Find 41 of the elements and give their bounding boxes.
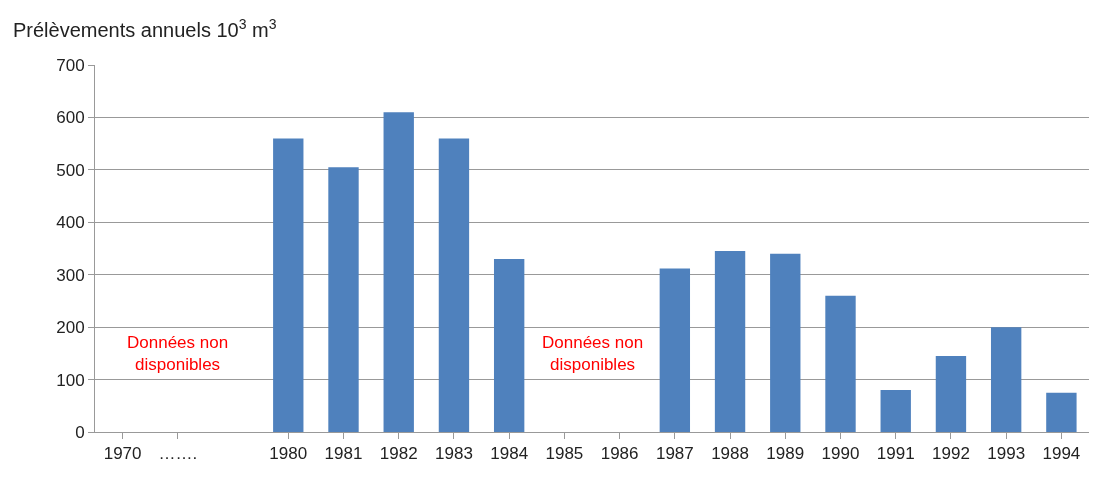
y-tick-label: 300: [56, 265, 85, 285]
x-tick-label: 1994: [1042, 444, 1081, 464]
x-tick-label: 1986: [600, 444, 639, 464]
bar: [273, 138, 304, 432]
y-tick-label: 500: [56, 160, 85, 180]
y-tick-label: 100: [56, 370, 85, 390]
y-tick-label: 700: [56, 55, 85, 75]
x-tick-label: 1981: [324, 444, 363, 464]
x-tick-label: …….: [158, 444, 198, 464]
y-tick-label: 200: [56, 318, 85, 338]
y-tick-label: 0: [75, 422, 85, 442]
x-tick-label: 1989: [766, 444, 805, 464]
bar: [328, 167, 359, 432]
bar: [825, 295, 856, 432]
x-tick-label: 1984: [490, 444, 529, 464]
bar: [383, 112, 414, 432]
bar: [493, 258, 525, 432]
bar: [438, 138, 470, 432]
x-tick-label: 1983: [435, 444, 473, 464]
x-tick-label: 1970: [103, 444, 142, 464]
y-tick-label: 400: [56, 213, 85, 233]
x-tick-label: 1993: [987, 444, 1026, 464]
x-tick-label: 1988: [711, 444, 749, 464]
x-tick-label: 1991: [876, 444, 915, 464]
x-tick-label: 1987: [655, 444, 694, 464]
bar: [1046, 392, 1077, 432]
y-tick-label: 600: [56, 108, 85, 128]
x-tick-label: 1990: [821, 444, 860, 464]
bar: [935, 355, 967, 432]
bar: [990, 327, 1022, 432]
bar: [659, 268, 691, 432]
x-tick-label: 1980: [269, 444, 308, 464]
x-tick-label: 1982: [379, 444, 418, 464]
x-tick-label: 1992: [932, 444, 970, 464]
y-axis-title: Prélèvements annuels 10$^{3}$ m$^{3}$: [13, 16, 277, 42]
annotation: Données non disponibles: [542, 333, 644, 375]
bar: [880, 390, 911, 432]
bar: [714, 251, 746, 432]
x-tick-label: 1985: [545, 444, 584, 464]
annotation: Données non disponibles: [127, 333, 229, 375]
bar: [770, 253, 801, 432]
